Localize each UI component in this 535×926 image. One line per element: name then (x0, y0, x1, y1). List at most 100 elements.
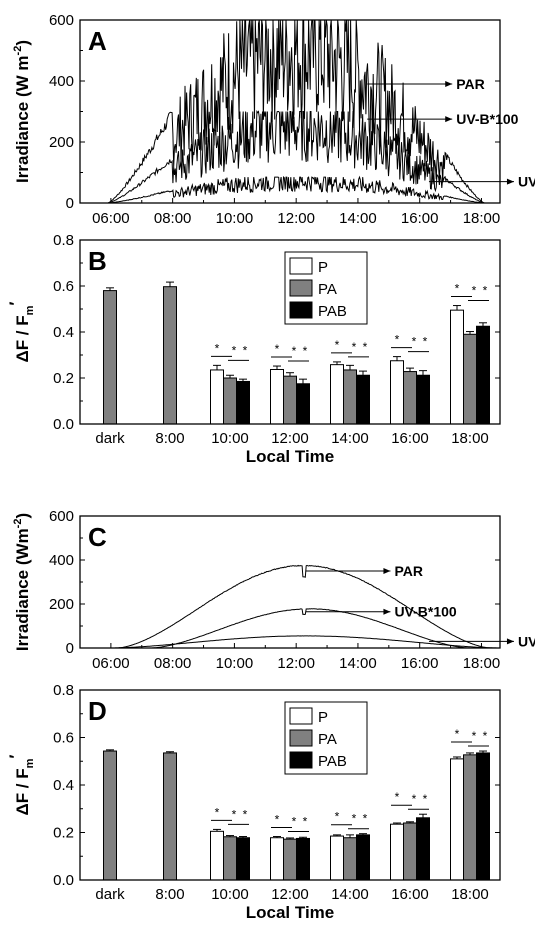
arrowhead (383, 568, 391, 574)
bar-pab-1600 (416, 817, 430, 881)
legend: P PA PAB (284, 251, 368, 325)
arrowhead (506, 178, 514, 185)
x-tick-label: 14:00 (339, 210, 377, 227)
bar-pab-1200 (296, 383, 310, 425)
significance-marker: * (292, 815, 297, 829)
series-line-uv-a (80, 635, 500, 649)
arrowhead (383, 608, 391, 615)
panel-d: 0.0 0.2 0.4 0.6 0.8 ΔF / Fm′ dark 8:00 10:00 * * * 1… (6, 682, 501, 922)
x-tick-label: 16:00 (391, 886, 429, 903)
bar-pa-1000 (223, 836, 237, 881)
significance-marker: * (363, 812, 368, 826)
y-tick-label: 400 (49, 73, 74, 90)
bar-pa-1800 (463, 754, 477, 881)
series-line-uv-a (80, 175, 500, 204)
x-tick-label: 18:00 (451, 430, 489, 447)
legend-label-pa: PA (318, 281, 337, 298)
x-tick-label: 16:00 (391, 430, 429, 447)
panel-label: D (88, 696, 107, 726)
significance-marker: * (275, 342, 280, 356)
significance-marker: * (423, 792, 428, 806)
significance-marker: * (395, 790, 400, 804)
y-tick-label: 200 (49, 596, 74, 613)
y-tick-label: 0.6 (53, 278, 74, 295)
bar-pa-dark (103, 750, 117, 881)
x-tick-label: 18:00 (463, 210, 501, 227)
x-tick-label: 12:00 (277, 210, 315, 227)
bar-pab-1000 (236, 837, 250, 881)
panel-a: 0 200 400 600 Irradiance (W m-2) 06:00 08:00 10… (12, 12, 535, 227)
significance-marker: * (292, 344, 297, 358)
bar-pab-1600 (416, 374, 430, 425)
panel-label: B (88, 246, 107, 276)
legend-swatch-pab (289, 751, 313, 769)
bar-pab-1800 (476, 752, 490, 881)
significance-marker: * (412, 792, 417, 806)
significance-marker: * (335, 338, 340, 352)
significance-marker: * (215, 805, 220, 819)
legend-label-pab: PAB (318, 303, 347, 320)
significance-marker: * (275, 813, 280, 827)
bar-pa-1000 (223, 377, 237, 425)
significance-marker: * (472, 729, 477, 743)
legend-swatch-p (289, 707, 313, 725)
x-tick-label: 16:00 (401, 210, 439, 227)
x-tick-label: 06:00 (92, 210, 130, 227)
x-tick-label: 08:00 (154, 210, 192, 227)
significance-marker: * (232, 343, 237, 357)
x-tick-label: 12:00 (271, 886, 309, 903)
annotation-label: PAR (456, 76, 485, 92)
significance-marker: * (455, 727, 460, 741)
plot-frame (79, 19, 501, 204)
significance-marker: * (232, 807, 237, 821)
x-tick-label: 10:00 (216, 210, 254, 227)
arrowhead (506, 638, 514, 645)
significance-marker: * (243, 343, 248, 357)
y-tick-label: 0.4 (53, 324, 74, 341)
y-axis-label: Irradiance (W m-2) (12, 40, 32, 183)
significance-marker: * (395, 333, 400, 347)
significance-marker: * (215, 341, 220, 355)
bar-pa-dark (103, 290, 117, 425)
significance-marker: * (483, 284, 488, 298)
legend-swatch-pa (289, 279, 313, 297)
y-axis-label: ΔF / Fm′ (6, 301, 36, 362)
significance-marker: * (363, 340, 368, 354)
x-tick-label: 12:00 (271, 430, 309, 447)
bar-pab-1800 (476, 325, 490, 425)
bar-pa-1400 (343, 837, 357, 881)
significance-marker: * (455, 282, 460, 296)
legend-label-pa: PA (318, 731, 337, 748)
bar-p-1600 (390, 360, 404, 425)
y-tick-label: 0.2 (53, 370, 74, 387)
bar-pa-1800 (463, 333, 477, 425)
significance-marker: * (412, 335, 417, 349)
legend-swatch-pa (289, 729, 313, 747)
x-tick-label: 8:00 (155, 886, 184, 903)
significance-marker: * (423, 335, 428, 349)
y-tick-label: 0.8 (53, 682, 74, 699)
plot-frame (79, 239, 501, 425)
legend-label-p: P (318, 259, 328, 276)
significance-marker: * (303, 815, 308, 829)
plot-frame (79, 689, 501, 881)
x-tick-label: 10:00 (216, 655, 254, 672)
y-tick-label: 0 (66, 195, 74, 212)
bar-pa-800 (163, 286, 177, 425)
bar-p-1600 (390, 823, 404, 881)
bar-p-1400 (330, 364, 344, 425)
bar-pa-1400 (343, 369, 357, 425)
legend-label-p: P (318, 709, 328, 726)
y-tick-label: 0.0 (53, 872, 74, 889)
x-tick-label: 18:00 (463, 655, 501, 672)
y-tick-label: 200 (49, 134, 74, 151)
bar-pa-1200 (283, 375, 297, 425)
legend-swatch-pab (289, 301, 313, 319)
bar-p-1000 (210, 830, 224, 881)
significance-marker: * (483, 729, 488, 743)
x-tick-label: 10:00 (211, 886, 249, 903)
annotation-label: UV-A (518, 174, 535, 190)
y-tick-label: 600 (49, 508, 74, 525)
bar-pab-1400 (356, 834, 370, 881)
